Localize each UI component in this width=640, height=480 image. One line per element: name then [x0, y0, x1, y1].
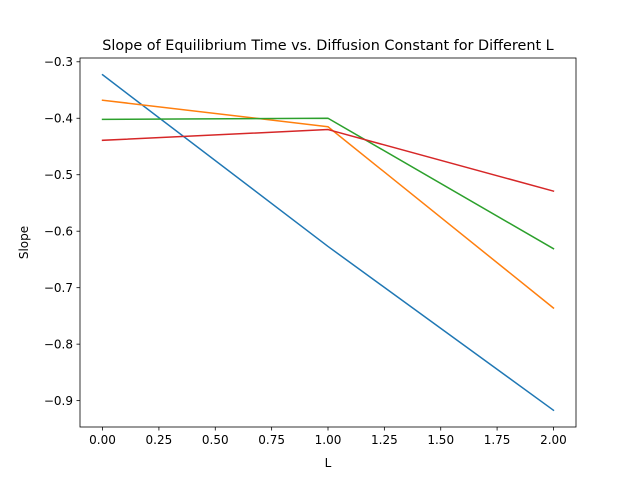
x-axis-label: L [325, 456, 332, 470]
x-tick-label: 1.75 [484, 433, 511, 447]
x-axis: 0.00 0.25 0.50 0.75 1.00 1.25 1.50 1.75 2.00 [89, 427, 567, 447]
y-tick-label: −0.9 [44, 394, 73, 408]
y-tick-label: −0.7 [44, 281, 73, 295]
x-tick-label: 0.25 [146, 433, 173, 447]
plot-area [101, 73, 555, 412]
y-tick-label: −0.8 [44, 337, 73, 351]
y-tick-label: −0.6 [44, 225, 73, 239]
x-tick-label: 0.00 [89, 433, 116, 447]
x-tick-label: 2.00 [540, 433, 567, 447]
y-axis: −0.3 −0.4 −0.5 −0.6 −0.7 −0.8 −0.9 [44, 55, 80, 408]
y-tick-label: −0.4 [44, 112, 73, 126]
x-tick-label: 1.50 [427, 433, 454, 447]
y-axis-label: Slope [17, 226, 31, 259]
x-tick-label: 1.25 [371, 433, 398, 447]
y-tick-label: −0.3 [44, 55, 73, 69]
x-tick-label: 1.00 [315, 433, 342, 447]
y-tick-label: −0.5 [44, 168, 73, 182]
x-tick-label: 0.50 [202, 433, 229, 447]
chart-title: Slope of Equilibrium Time vs. Diffusion … [102, 38, 553, 54]
x-tick-label: 0.75 [258, 433, 285, 447]
